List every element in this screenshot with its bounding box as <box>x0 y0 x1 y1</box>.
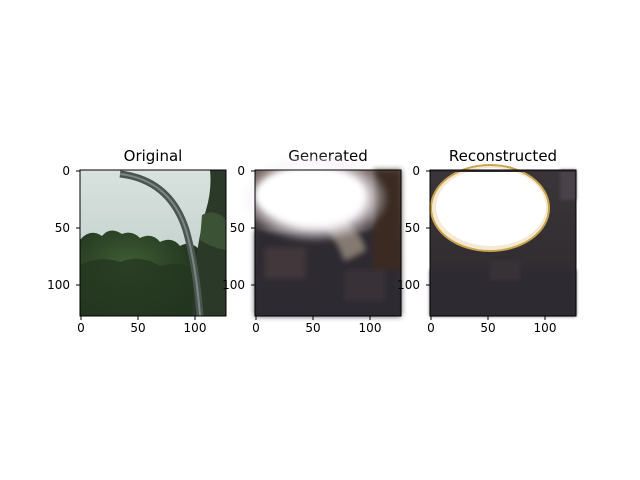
y-tick-label: 50 <box>54 221 70 235</box>
x-tick-label: 100 <box>183 321 207 335</box>
x-tick-label: 50 <box>130 321 146 335</box>
panel-title-original: Original <box>123 147 183 165</box>
y-tick-label: 100 <box>47 278 70 292</box>
panel-title-reconstructed: Reconstructed <box>448 147 558 165</box>
y-tick-label: 50 <box>404 221 420 235</box>
x-tick-label: 50 <box>305 321 321 335</box>
x-tick-label: 0 <box>77 321 85 335</box>
y-tick-label: 50 <box>229 221 245 235</box>
y-tick-label: 100 <box>222 278 245 292</box>
y-tick-label: 0 <box>62 164 70 178</box>
x-tick-label: 100 <box>358 321 382 335</box>
x-tick-label: 0 <box>427 321 435 335</box>
y-tick-label: 100 <box>397 278 420 292</box>
x-tick-label: 0 <box>252 321 260 335</box>
x-tick-label: 50 <box>480 321 496 335</box>
y-tick-label: 0 <box>412 164 420 178</box>
y-tick-label: 0 <box>237 164 245 178</box>
x-tick-label: 100 <box>533 321 557 335</box>
